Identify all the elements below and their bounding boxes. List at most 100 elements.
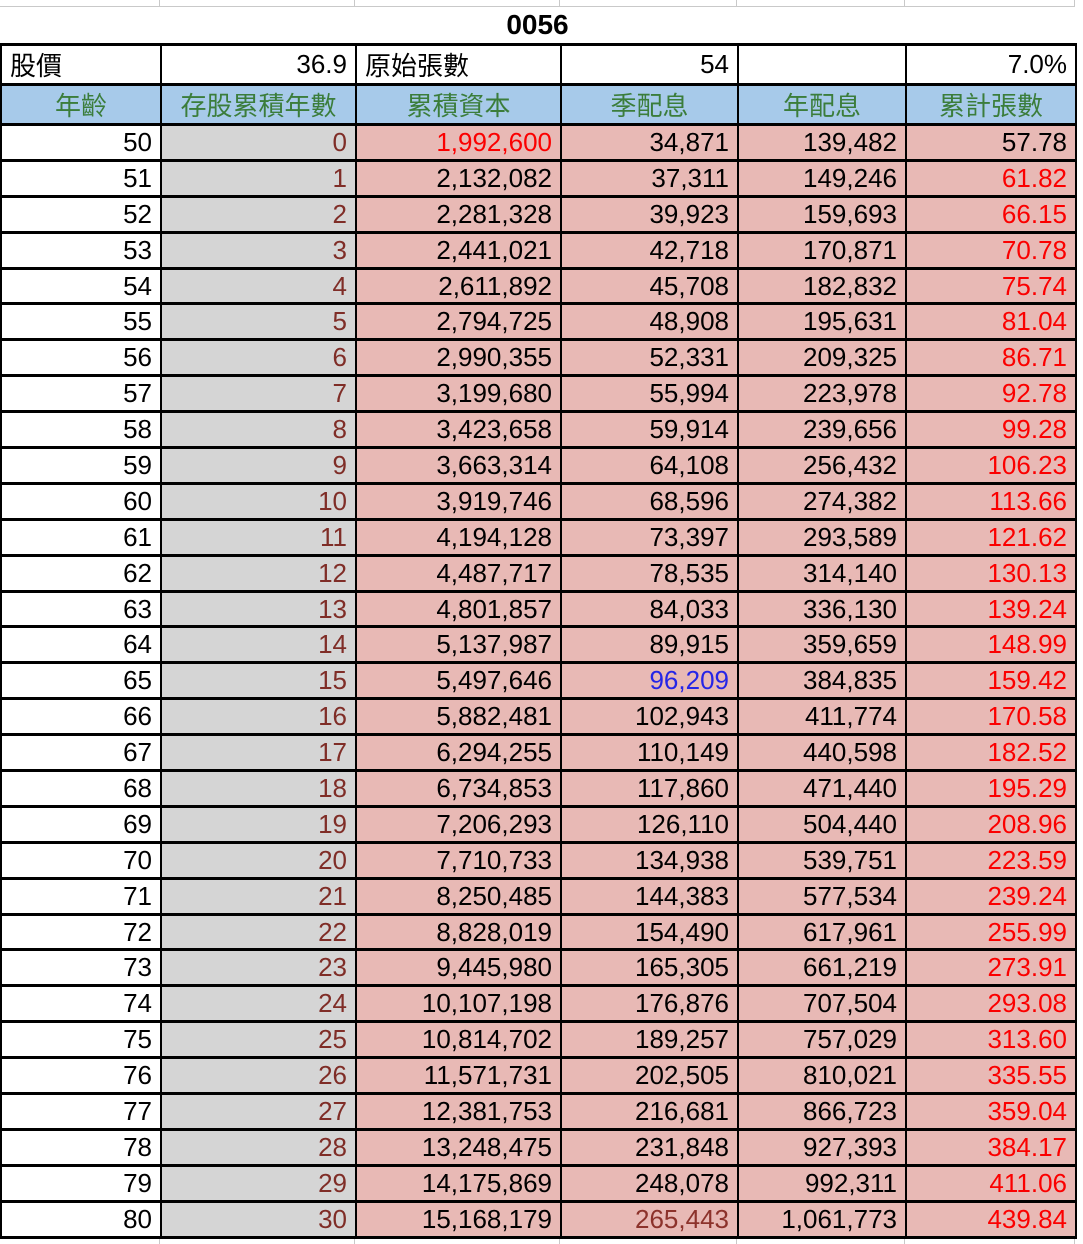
cell-years[interactable]: 6 xyxy=(160,338,357,378)
cell-capital[interactable]: 6,294,255 xyxy=(355,733,562,773)
cell-years[interactable]: 28 xyxy=(160,1127,357,1167)
cell-shares[interactable]: 195.29 xyxy=(905,769,1077,808)
cell-annual[interactable]: 359,659 xyxy=(737,625,907,665)
cell-age[interactable]: 79 xyxy=(0,1163,162,1203)
cell-years[interactable]: 4 xyxy=(160,266,357,306)
cell-annual[interactable]: 707,504 xyxy=(737,984,907,1024)
cell-shares[interactable]: 170.58 xyxy=(905,697,1077,737)
cell-annual[interactable]: 411,774 xyxy=(737,697,907,737)
cell-annual[interactable]: 139,482 xyxy=(737,123,907,162)
cell-shares[interactable]: 384.17 xyxy=(905,1127,1077,1167)
cell-quarterly[interactable]: 176,876 xyxy=(560,984,739,1024)
cell-quarterly[interactable]: 55,994 xyxy=(560,374,739,414)
cell-years[interactable]: 15 xyxy=(160,661,357,701)
cell-capital[interactable]: 2,441,021 xyxy=(355,230,562,270)
cell-years[interactable]: 10 xyxy=(160,481,357,521)
cell-years[interactable]: 20 xyxy=(160,840,357,880)
cell-years[interactable]: 12 xyxy=(160,553,357,593)
cell-capital[interactable]: 3,919,746 xyxy=(355,481,562,521)
cell-years[interactable]: 14 xyxy=(160,625,357,665)
cell-capital[interactable]: 12,381,753 xyxy=(355,1092,562,1131)
cell-capital[interactable]: 1,992,600 xyxy=(355,123,562,162)
cell-shares[interactable]: 313.60 xyxy=(905,1020,1077,1060)
cell-shares[interactable]: 66.15 xyxy=(905,194,1077,234)
cell-capital[interactable]: 10,107,198 xyxy=(355,984,562,1024)
cell-shares[interactable]: 81.04 xyxy=(905,302,1077,342)
column-header-years[interactable]: 存股累積年數 xyxy=(160,83,357,126)
cell-age[interactable]: 56 xyxy=(0,338,162,378)
column-header-capital[interactable]: 累積資本 xyxy=(355,83,562,126)
cell-age[interactable]: 72 xyxy=(0,912,162,952)
cell-shares[interactable]: 70.78 xyxy=(905,230,1077,270)
cell-age[interactable]: 63 xyxy=(0,589,162,629)
cell-age[interactable]: 64 xyxy=(0,625,162,665)
cell-age[interactable]: 53 xyxy=(0,230,162,270)
cell-capital[interactable]: 5,497,646 xyxy=(355,661,562,701)
cell-shares[interactable]: 106.23 xyxy=(905,446,1077,485)
cell-capital[interactable]: 5,137,987 xyxy=(355,625,562,665)
cell-years[interactable]: 22 xyxy=(160,912,357,952)
cell-shares[interactable]: 113.66 xyxy=(905,481,1077,521)
cell-shares[interactable]: 75.74 xyxy=(905,266,1077,306)
cell-quarterly[interactable]: 165,305 xyxy=(560,948,739,988)
cell-quarterly[interactable]: 48,908 xyxy=(560,302,739,342)
cell-quarterly[interactable]: 144,383 xyxy=(560,876,739,916)
cell-capital[interactable]: 3,663,314 xyxy=(355,446,562,485)
cell-years[interactable]: 2 xyxy=(160,194,357,234)
cell-years[interactable]: 30 xyxy=(160,1199,357,1239)
cell-years[interactable]: 17 xyxy=(160,733,357,773)
cell-annual[interactable]: 440,598 xyxy=(737,733,907,773)
cell-quarterly[interactable]: 59,914 xyxy=(560,410,739,450)
cell-years[interactable]: 29 xyxy=(160,1163,357,1203)
cell-age[interactable]: 52 xyxy=(0,194,162,234)
cell-capital[interactable]: 2,611,892 xyxy=(355,266,562,306)
cell-age[interactable]: 75 xyxy=(0,1020,162,1060)
cell-annual[interactable]: 927,393 xyxy=(737,1127,907,1167)
cell-annual[interactable]: 159,693 xyxy=(737,194,907,234)
cell-shares[interactable]: 411.06 xyxy=(905,1163,1077,1203)
cell-quarterly[interactable]: 265,443 xyxy=(560,1199,739,1239)
cell-yield-value[interactable]: 7.0% xyxy=(905,43,1077,86)
cell-capital[interactable]: 14,175,869 xyxy=(355,1163,562,1203)
cell-years[interactable]: 11 xyxy=(160,517,357,557)
cell-years[interactable]: 24 xyxy=(160,984,357,1024)
cell-age[interactable]: 50 xyxy=(0,123,162,162)
cell-annual[interactable]: 617,961 xyxy=(737,912,907,952)
cell-age[interactable]: 69 xyxy=(0,804,162,844)
cell-years[interactable]: 26 xyxy=(160,1056,357,1096)
cell-price-label[interactable]: 股價 xyxy=(0,43,162,86)
cell-annual[interactable]: 1,061,773 xyxy=(737,1199,907,1239)
cell-years[interactable]: 23 xyxy=(160,948,357,988)
cell-shares[interactable]: 139.24 xyxy=(905,589,1077,629)
cell-annual[interactable]: 293,589 xyxy=(737,517,907,557)
cell-shares[interactable]: 57.78 xyxy=(905,123,1077,162)
cell-shares[interactable]: 86.71 xyxy=(905,338,1077,378)
cell-quarterly[interactable]: 102,943 xyxy=(560,697,739,737)
cell-age[interactable]: 62 xyxy=(0,553,162,593)
cell-capital[interactable]: 13,248,475 xyxy=(355,1127,562,1167)
column-header-age[interactable]: 年齡 xyxy=(0,83,162,126)
cell-age[interactable]: 60 xyxy=(0,481,162,521)
cell-shares[interactable]: 273.91 xyxy=(905,948,1077,988)
cell-annual[interactable]: 274,382 xyxy=(737,481,907,521)
cell-blank[interactable] xyxy=(737,43,907,86)
cell-shares[interactable]: 61.82 xyxy=(905,158,1077,198)
cell-annual[interactable]: 314,140 xyxy=(737,553,907,593)
cell-capital[interactable]: 10,814,702 xyxy=(355,1020,562,1060)
cell-shares[interactable]: 92.78 xyxy=(905,374,1077,414)
cell-original-shares-label[interactable]: 原始張數 xyxy=(355,43,562,86)
cell-age[interactable]: 58 xyxy=(0,410,162,450)
cell-annual[interactable]: 992,311 xyxy=(737,1163,907,1203)
cell-annual[interactable]: 170,871 xyxy=(737,230,907,270)
cell-annual[interactable]: 539,751 xyxy=(737,840,907,880)
cell-annual[interactable]: 336,130 xyxy=(737,589,907,629)
cell-capital[interactable]: 2,794,725 xyxy=(355,302,562,342)
cell-quarterly[interactable]: 110,149 xyxy=(560,733,739,773)
cell-age[interactable]: 66 xyxy=(0,697,162,737)
cell-quarterly[interactable]: 154,490 xyxy=(560,912,739,952)
cell-annual[interactable]: 757,029 xyxy=(737,1020,907,1060)
cell-years[interactable]: 18 xyxy=(160,769,357,808)
cell-quarterly[interactable]: 126,110 xyxy=(560,804,739,844)
sheet-title[interactable]: 0056 xyxy=(0,7,1075,43)
cell-annual[interactable]: 384,835 xyxy=(737,661,907,701)
